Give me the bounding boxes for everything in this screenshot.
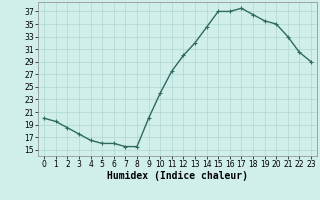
X-axis label: Humidex (Indice chaleur): Humidex (Indice chaleur) (107, 171, 248, 181)
